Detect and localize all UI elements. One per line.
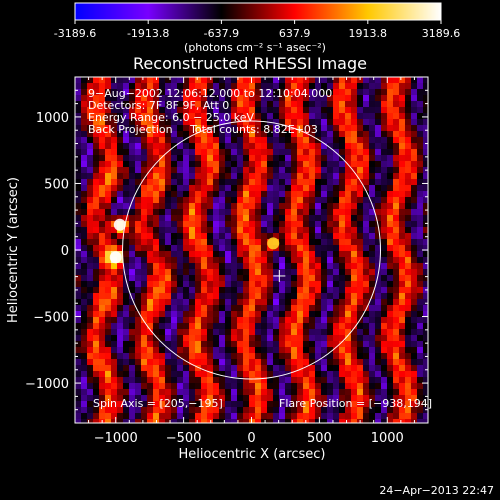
x-tick-label: 1000 [371, 431, 404, 446]
colorbar-tick-label: 1913.8 [349, 27, 388, 40]
colorbar-units-label: (photons cm⁻² s⁻¹ asec⁻²) [184, 41, 326, 54]
plot-area: −1000 −500 0 500 1000 1000 500 0 −500 −1000 9−Aug… [25, 76, 432, 446]
colorbar-tick-label: -3189.6 [54, 27, 96, 40]
spin-axis-marker [273, 269, 286, 282]
y-tick-label: 0 [61, 244, 69, 259]
bright-source [113, 218, 126, 231]
annotation-method-counts: Back Projection Total counts: 8.82E+03 [88, 123, 318, 136]
y-tick-label: 1000 [36, 111, 69, 126]
y-tick-label: −1000 [25, 377, 69, 392]
bright-source [267, 237, 280, 250]
colorbar-tick-label: -1913.8 [127, 27, 169, 40]
annotation-energy-range: Energy Range: 6.0 − 25.0 keV [88, 111, 255, 124]
footer-timestamp: 24−Apr−2013 22:47 [379, 484, 494, 497]
y-tick-label: −500 [33, 311, 69, 326]
x-tick-label: 0 [247, 431, 255, 446]
annotation-detectors: Detectors: 7F 8F 9F, Att 0 [88, 99, 229, 112]
colorbar-tick-label: 637.9 [279, 27, 311, 40]
colorbar-tick-label: 3189.6 [422, 27, 461, 40]
colorbar-tick-label: -637.9 [204, 27, 239, 40]
bright-source [109, 251, 122, 264]
x-tick-label: −1000 [94, 431, 138, 446]
colorbar: -3189.6 -1913.8 -637.9 637.9 1913.8 3189.6 (p… [54, 2, 461, 54]
x-tick-label: −500 [166, 431, 202, 446]
solar-limb-circle [122, 120, 381, 380]
x-tick-label: 500 [307, 431, 332, 446]
y-axis-label: Heliocentric Y (arcsec) [6, 177, 21, 323]
chart-title: Reconstructed RHESSI Image [133, 54, 367, 73]
heatmap-image [75, 77, 428, 423]
annotation-flare-position: Flare Position = [−938,194] [279, 397, 432, 410]
annotation-time-range: 9−Aug−2002 12:06:12.000 to 12:10:04.000 [88, 87, 332, 100]
y-tick-label: 500 [44, 177, 69, 192]
annotation-spin-axis: Spin Axis = [205,−195] [93, 397, 223, 410]
x-axis-label: Heliocentric X (arcsec) [179, 447, 326, 462]
